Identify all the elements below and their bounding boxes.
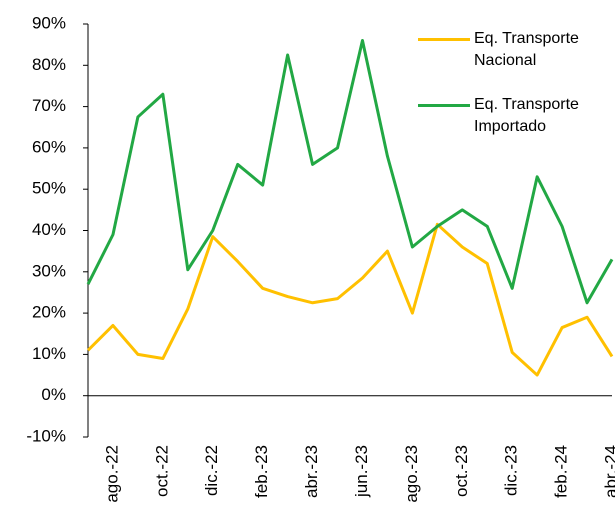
legend-label: Eq. Transporte Nacional bbox=[474, 30, 579, 69]
y-tick-label: 20% bbox=[32, 303, 66, 322]
y-tick-label: 90% bbox=[32, 13, 66, 32]
legend-item: Eq. Transporte Nacional bbox=[418, 28, 615, 72]
y-tick-label: 70% bbox=[32, 96, 66, 115]
x-tick-label: oct.-23 bbox=[452, 445, 471, 497]
legend-swatch bbox=[418, 38, 470, 41]
x-tick-label: oct.-22 bbox=[152, 445, 171, 497]
series-line bbox=[86, 39, 614, 305]
x-tick-label: jun.-23 bbox=[352, 445, 371, 498]
y-tick-label: 80% bbox=[32, 55, 66, 74]
legend-label: Eq. Transporte Importado bbox=[474, 96, 579, 135]
x-tick-label: ago.-23 bbox=[402, 445, 421, 503]
x-tick-label: feb.-23 bbox=[252, 445, 271, 498]
y-tick-label: 0% bbox=[41, 385, 66, 404]
x-tick-label: ago.-22 bbox=[102, 445, 121, 503]
series-line bbox=[86, 222, 614, 377]
y-tick-label: -10% bbox=[26, 426, 66, 445]
legend-item: Eq. Transporte Importado bbox=[418, 94, 615, 138]
legend-swatch bbox=[418, 104, 470, 107]
y-tick-label: 50% bbox=[32, 179, 66, 198]
x-tick-label: abr.-24 bbox=[601, 445, 615, 498]
y-tick-label: 60% bbox=[32, 137, 66, 156]
y-tick-label: 30% bbox=[32, 261, 66, 280]
x-tick-label: abr.-23 bbox=[302, 445, 321, 498]
x-tick-label: dic.-23 bbox=[502, 445, 521, 496]
y-tick-label: 10% bbox=[32, 344, 66, 363]
x-tick-label: dic.-22 bbox=[202, 445, 221, 496]
x-tick-label: feb.-24 bbox=[552, 445, 571, 498]
y-tick-label: 40% bbox=[32, 220, 66, 239]
